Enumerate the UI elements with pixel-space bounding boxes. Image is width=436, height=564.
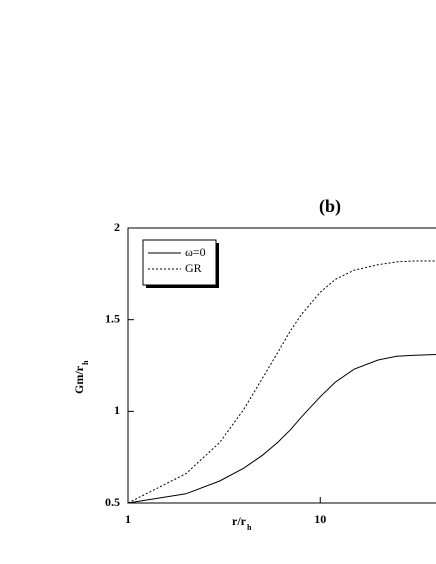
legend-box [142,239,217,286]
y-tick-label: 0.5 [105,495,120,509]
y-axis-label-sub: h [81,360,90,365]
axis-frame [127,227,436,504]
x-axis-label-sub: h [247,523,252,532]
y-axis-label: Gm/r [72,365,86,394]
series-line [127,260,436,504]
y-tick-label: 1.5 [105,311,120,325]
y-tick-label: 1 [114,403,120,417]
x-axis-label: r/r [232,514,247,528]
x-tick-label: 10 [314,512,326,526]
x-tick-label: 1 [125,512,131,526]
legend-label: GR [185,261,202,275]
series-line [127,354,436,504]
chart-title: (b) [319,196,341,217]
y-tick-label: 2 [114,220,120,234]
y-axis-label-group: Gm/r h [72,360,90,394]
legend-label: ω=0 [185,245,206,259]
